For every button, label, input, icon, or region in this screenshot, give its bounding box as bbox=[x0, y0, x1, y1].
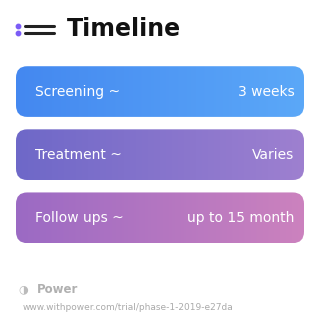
Text: Varies: Varies bbox=[252, 148, 294, 162]
Text: Treatment ~: Treatment ~ bbox=[35, 148, 122, 162]
Text: Follow ups ~: Follow ups ~ bbox=[35, 211, 124, 225]
Text: Power: Power bbox=[37, 283, 78, 296]
FancyBboxPatch shape bbox=[16, 129, 304, 180]
Text: up to 15 month: up to 15 month bbox=[187, 211, 294, 225]
Text: Timeline: Timeline bbox=[67, 17, 181, 42]
Text: www.withpower.com/trial/phase-1-2019-e27da: www.withpower.com/trial/phase-1-2019-e27… bbox=[23, 303, 234, 312]
Text: ◑: ◑ bbox=[18, 284, 28, 294]
FancyBboxPatch shape bbox=[16, 192, 304, 243]
FancyBboxPatch shape bbox=[16, 66, 304, 117]
Text: Screening ~: Screening ~ bbox=[35, 85, 120, 98]
Text: 3 weeks: 3 weeks bbox=[238, 85, 294, 98]
